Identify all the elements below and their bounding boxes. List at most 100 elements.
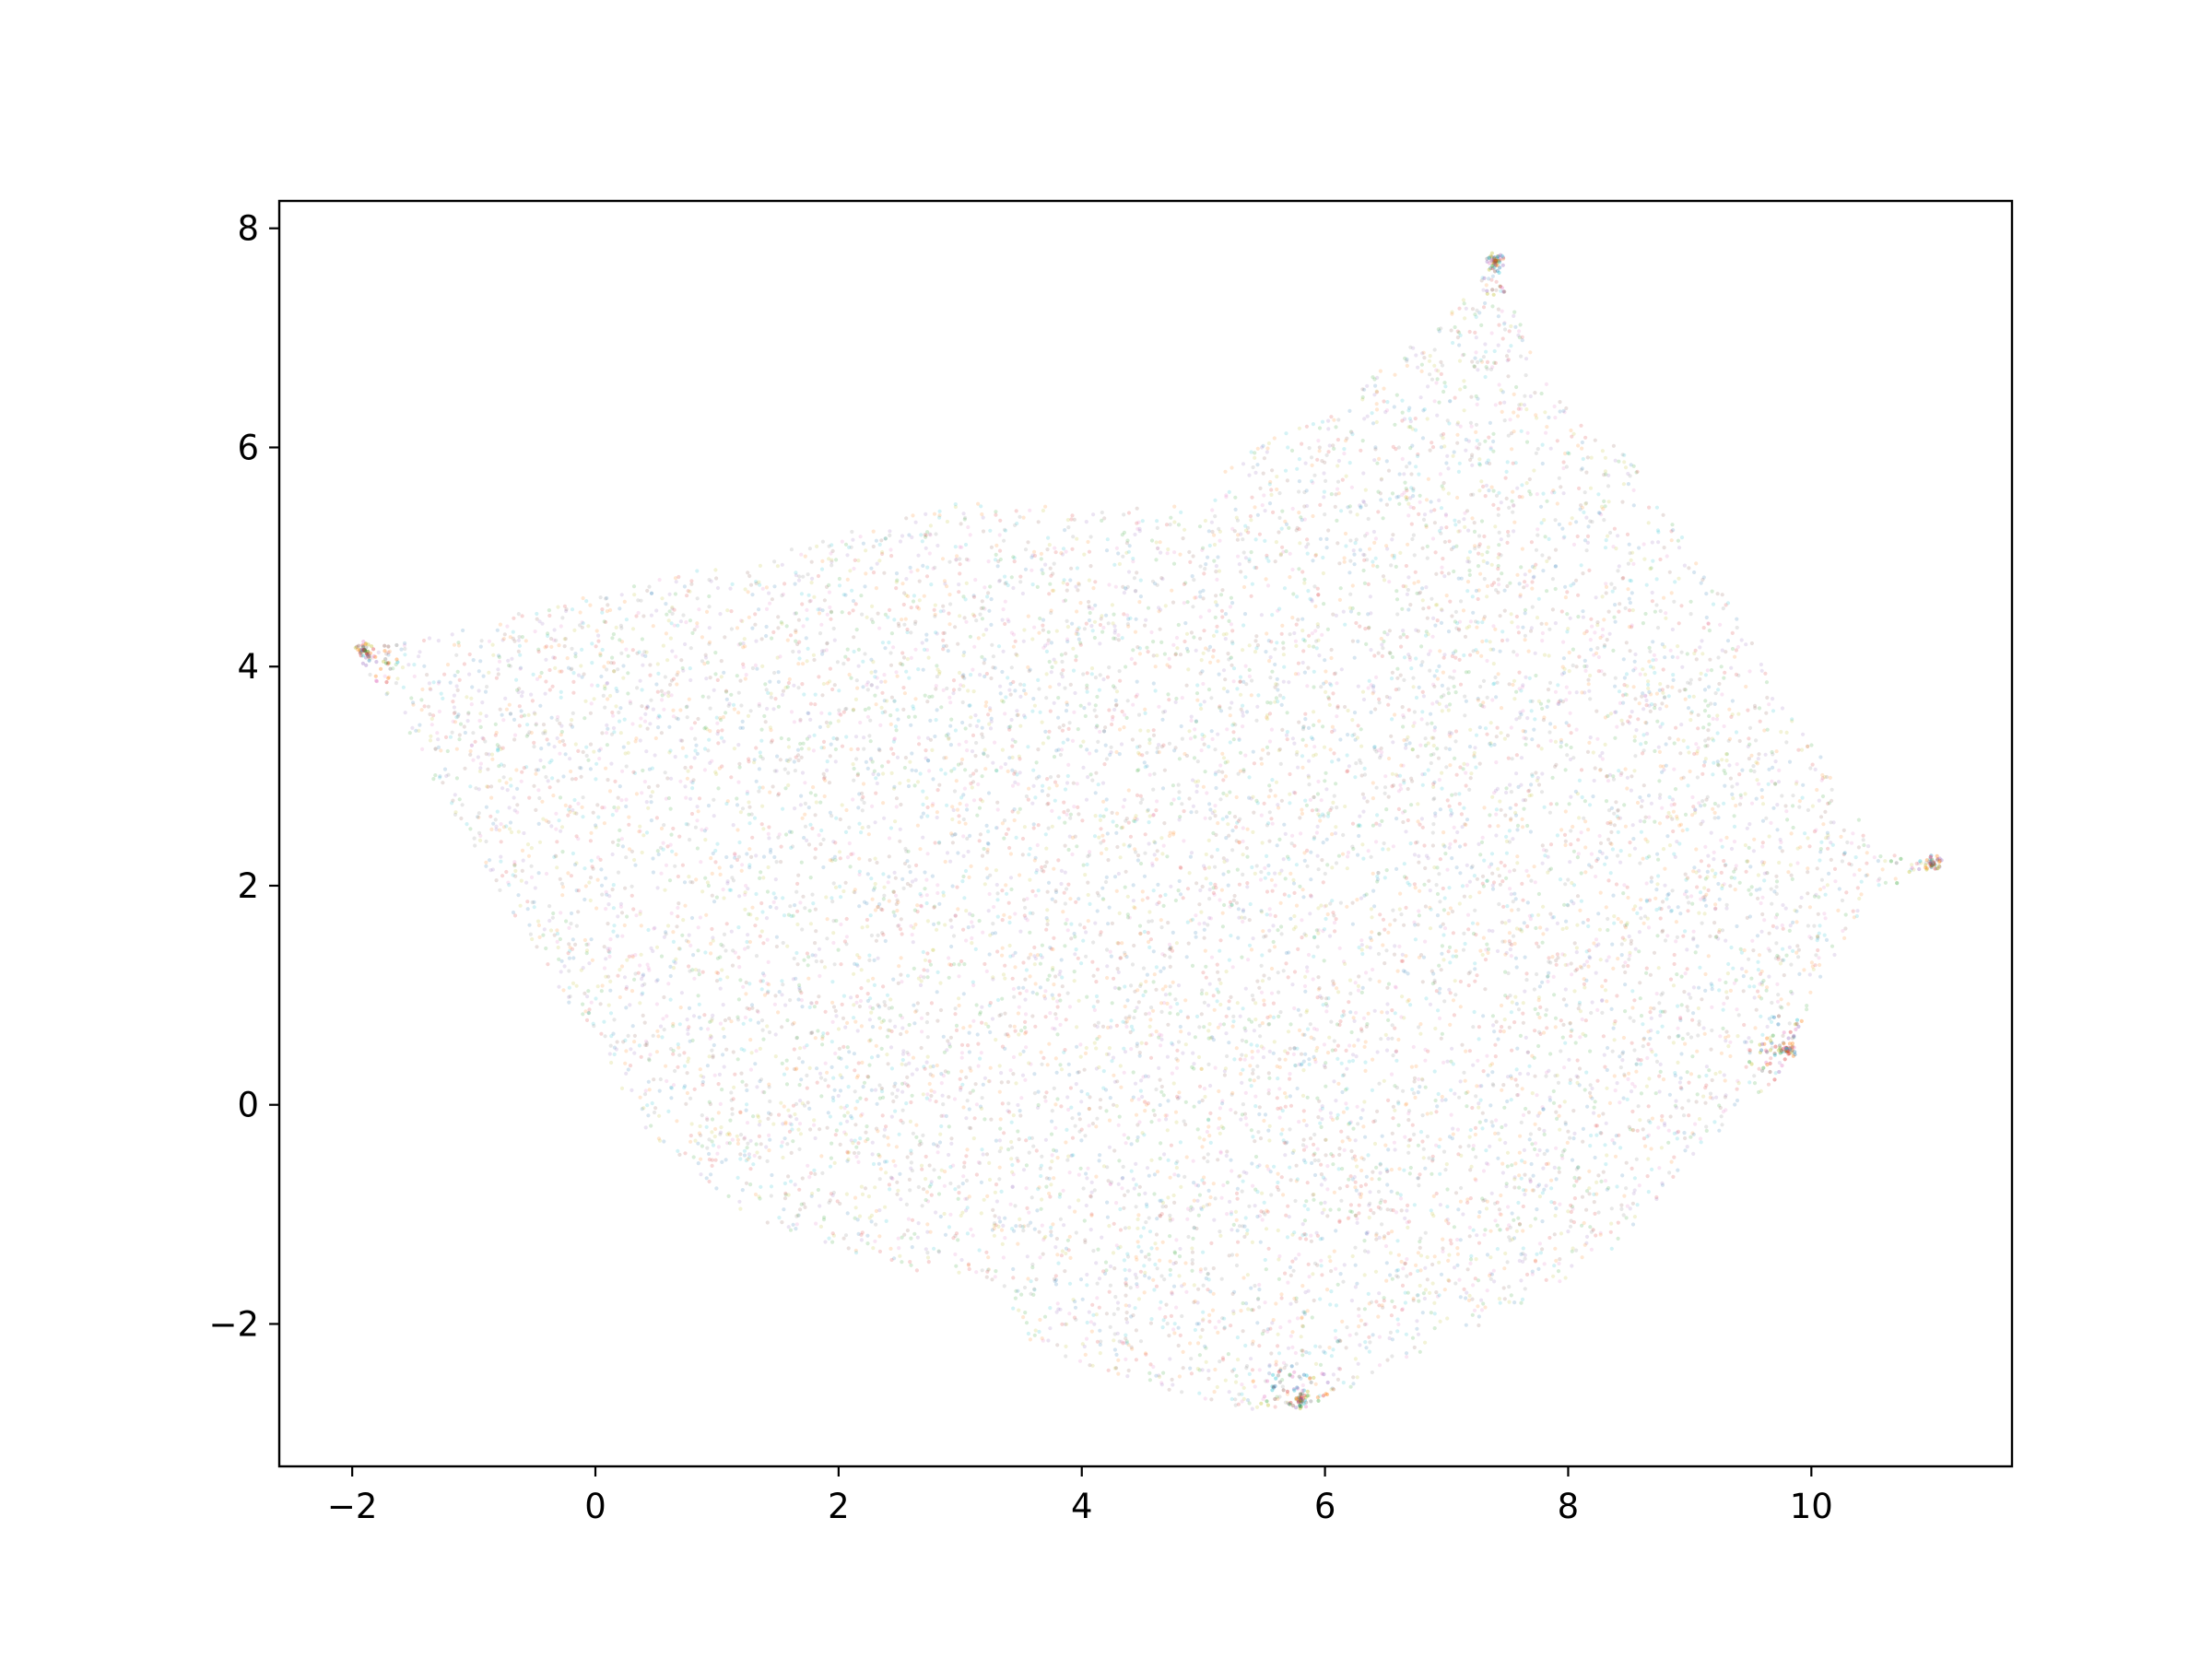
scatter-point <box>1651 658 1655 663</box>
scatter-point <box>1680 1106 1685 1111</box>
scatter-point <box>1737 772 1742 777</box>
scatter-point <box>1157 1118 1161 1123</box>
scatter-point <box>613 779 618 784</box>
scatter-point <box>1113 584 1118 589</box>
scatter-point <box>743 677 747 681</box>
scatter-point <box>1055 1343 1060 1347</box>
scatter-point <box>1352 1154 1357 1159</box>
scatter-point <box>969 1227 973 1231</box>
scatter-point <box>970 785 974 790</box>
scatter-point <box>1320 858 1324 863</box>
scatter-point <box>516 893 521 898</box>
scatter-point <box>1368 977 1372 982</box>
scatter-point <box>501 718 506 723</box>
scatter-point <box>1230 1169 1234 1173</box>
scatter-point <box>1724 1030 1729 1034</box>
scatter-point <box>908 759 912 764</box>
scatter-point <box>1363 627 1368 631</box>
scatter-point <box>796 618 802 622</box>
scatter-point <box>716 786 721 791</box>
scatter-point <box>1032 549 1037 554</box>
scatter-point <box>1267 907 1272 912</box>
scatter-point <box>1669 1159 1674 1164</box>
scatter-point <box>1685 652 1689 656</box>
scatter-point <box>1222 1073 1227 1077</box>
scatter-point <box>1460 1042 1465 1047</box>
scatter-point <box>717 865 722 870</box>
scatter-point <box>1487 488 1491 493</box>
scatter-point <box>1054 783 1059 788</box>
scatter-point <box>814 929 818 934</box>
scatter-point <box>1055 1156 1060 1160</box>
scatter-point <box>1304 1199 1309 1204</box>
scatter-point <box>807 1065 812 1070</box>
scatter-point <box>1603 469 1607 474</box>
scatter-point <box>691 953 696 958</box>
scatter-point <box>1110 722 1114 727</box>
scatter-point <box>1671 673 1676 677</box>
scatter-point <box>1168 1218 1172 1223</box>
scatter-point <box>805 951 810 956</box>
scatter-point <box>1000 888 1005 893</box>
scatter-point <box>1591 1228 1595 1232</box>
scatter-point <box>724 948 728 953</box>
scatter-point <box>1203 1396 1207 1401</box>
scatter-point <box>1242 612 1248 617</box>
scatter-point <box>736 997 742 1002</box>
scatter-point <box>820 693 825 698</box>
scatter-point <box>665 924 671 928</box>
scatter-point <box>1281 679 1286 684</box>
scatter-point <box>900 1108 905 1112</box>
scatter-point <box>1518 323 1523 327</box>
scatter-point <box>931 777 935 782</box>
scatter-point <box>953 913 958 918</box>
scatter-point <box>805 659 809 664</box>
scatter-point <box>1643 672 1648 677</box>
scatter-point <box>1547 971 1551 975</box>
scatter-point <box>1859 879 1864 884</box>
scatter-point <box>1477 841 1481 847</box>
scatter-point <box>828 1114 833 1119</box>
scatter-point <box>889 771 894 776</box>
scatter-point <box>1077 637 1081 641</box>
scatter-point <box>1568 1077 1572 1082</box>
scatter-point <box>1240 1038 1244 1042</box>
scatter-point <box>403 646 407 652</box>
scatter-point <box>1473 546 1477 551</box>
scatter-point <box>1223 760 1228 765</box>
scatter-point <box>949 1136 954 1141</box>
scatter-point <box>1644 881 1649 886</box>
scatter-point <box>1066 726 1071 732</box>
scatter-point <box>574 983 579 988</box>
scatter-point <box>544 657 548 662</box>
scatter-point <box>811 901 816 906</box>
scatter-point <box>1126 624 1131 629</box>
scatter-point <box>799 552 804 557</box>
scatter-point <box>894 571 900 576</box>
scatter-point <box>1147 939 1151 945</box>
scatter-point <box>752 758 757 762</box>
scatter-point <box>1677 576 1681 581</box>
scatter-point <box>1241 768 1246 772</box>
scatter-point <box>1049 641 1053 645</box>
scatter-point <box>1075 782 1079 786</box>
scatter-point <box>493 722 498 727</box>
scatter-point <box>757 607 761 612</box>
scatter-point <box>816 1187 821 1193</box>
scatter-point <box>978 832 982 837</box>
scatter-point <box>1364 1174 1369 1179</box>
scatter-point <box>1646 521 1651 525</box>
scatter-point <box>1473 312 1477 317</box>
scatter-point <box>1377 1291 1382 1296</box>
scatter-point <box>1301 1137 1306 1142</box>
scatter-point <box>1586 677 1591 682</box>
scatter-point <box>925 951 930 956</box>
scatter-point <box>1390 1131 1394 1135</box>
scatter-point <box>1391 1053 1395 1058</box>
scatter-point <box>1722 676 1726 680</box>
scatter-point <box>1158 540 1162 545</box>
scatter-point <box>454 747 459 751</box>
scatter-point <box>1371 967 1375 972</box>
scatter-point <box>783 1120 788 1124</box>
scatter-point <box>1291 1268 1296 1273</box>
